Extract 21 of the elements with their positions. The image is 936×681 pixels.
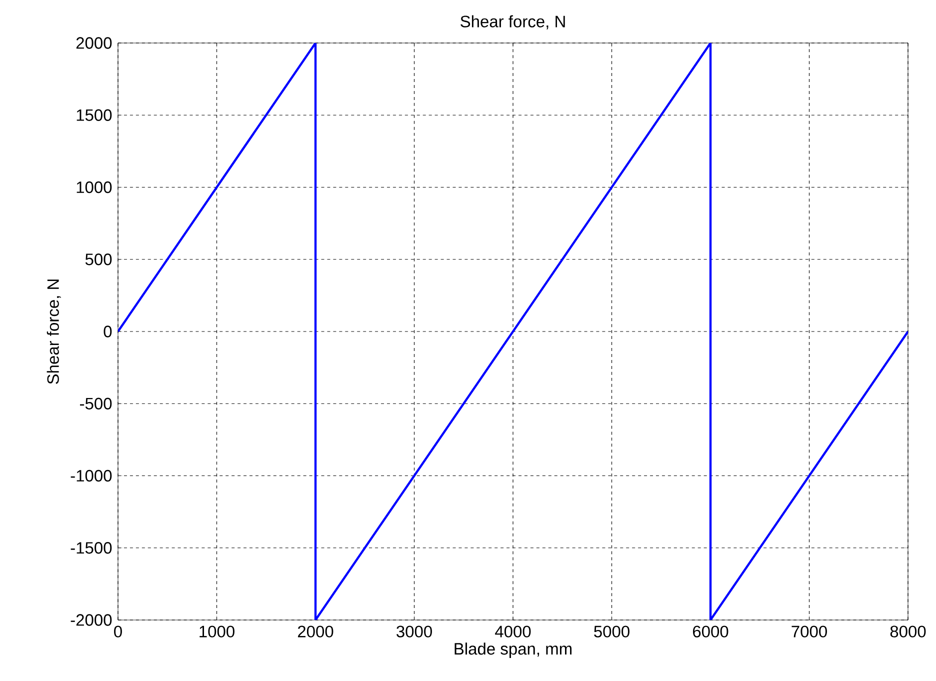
y-axis-title: Shear force, N bbox=[46, 280, 61, 384]
x-tick-label: 8000 bbox=[890, 626, 926, 638]
y-tick-label: -500 bbox=[80, 398, 112, 410]
x-tick-label: 4000 bbox=[495, 626, 531, 638]
x-tick-label: 7000 bbox=[792, 626, 827, 638]
x-tick-label: 2000 bbox=[298, 626, 334, 638]
chart-title: Shear force, N bbox=[460, 15, 565, 30]
x-tick-label: 5000 bbox=[594, 626, 630, 638]
y-tick-label: 2000 bbox=[76, 37, 112, 49]
y-tick-label: 0 bbox=[104, 326, 112, 338]
x-tick-label: 3000 bbox=[396, 626, 432, 638]
x-tick-label: 0 bbox=[114, 626, 122, 638]
x-axis-title: Blade span, mm bbox=[454, 642, 572, 658]
y-tick-label: -1500 bbox=[70, 542, 112, 554]
y-tick-label: -2000 bbox=[70, 614, 112, 626]
x-tick-label: 1000 bbox=[200, 626, 234, 638]
y-tick-label: -1000 bbox=[70, 470, 112, 482]
y-tick-label: 1000 bbox=[76, 181, 112, 194]
x-tick-label: 6000 bbox=[692, 626, 728, 638]
y-tick-label: 1500 bbox=[76, 109, 112, 121]
y-tick-label: 500 bbox=[85, 254, 112, 266]
